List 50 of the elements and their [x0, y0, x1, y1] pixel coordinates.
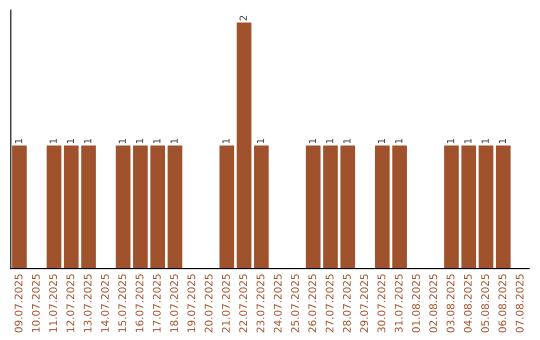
- data-label: 1: [170, 138, 178, 144]
- data-label: 1: [326, 138, 334, 144]
- data-label: 2: [240, 16, 247, 20]
- data-label: 1: [15, 138, 22, 144]
- data-label: 1: [222, 138, 230, 144]
- x-tick-label: 15.07.2025: [118, 274, 126, 332]
- x-tick-label: 30.07.2025: [377, 274, 386, 332]
- x-tick-label: 10.07.2025: [32, 274, 40, 332]
- x-tick-label: 04.08.2025: [464, 274, 472, 332]
- x-tick-label: 17.07.2025: [152, 274, 161, 332]
- data-label: 1: [464, 138, 472, 144]
- x-tick-label: 05.08.2025: [481, 274, 490, 332]
- x-tick-label: 13.07.2025: [84, 274, 92, 332]
- x-tick-label: 25.07.2025: [291, 274, 299, 332]
- x-tick-label: 07.08.2025: [516, 274, 524, 332]
- data-label: 1: [84, 138, 92, 144]
- x-tick-label: 20.07.2025: [204, 274, 213, 332]
- data-label: 1: [343, 138, 350, 144]
- x-tick-label: 31.07.2025: [394, 274, 403, 332]
- x-tick-label: 02.08.2025: [429, 274, 438, 332]
- x-tick-label: 06.08.2025: [498, 274, 506, 332]
- x-tick-label: 27.07.2025: [326, 274, 334, 332]
- data-label: 1: [136, 138, 144, 144]
- data-label: 1: [50, 138, 57, 144]
- x-tick-label: 14.07.2025: [100, 274, 109, 332]
- data-label: 1: [378, 138, 386, 144]
- x-tick-label: 03.08.2025: [446, 274, 454, 332]
- data-label: 1: [256, 138, 264, 144]
- x-tick-label: 19.07.2025: [187, 274, 196, 332]
- x-tick-label: 16.07.2025: [136, 274, 144, 332]
- x-tick-label: 26.07.2025: [308, 274, 316, 332]
- data-label: 1: [118, 138, 126, 144]
- x-tick-label: 23.07.2025: [256, 274, 264, 332]
- x-tick-label: 01.08.2025: [412, 274, 420, 332]
- x-tick-label: 21.07.2025: [222, 274, 230, 332]
- data-label: 1: [66, 138, 74, 144]
- x-tick-label: 29.07.2025: [360, 274, 368, 332]
- data-label: 1: [153, 138, 160, 144]
- data-label: 1: [308, 138, 316, 144]
- x-tick-label: 22.07.2025: [239, 274, 248, 332]
- data-label: 1: [482, 138, 489, 144]
- x-tick-label: 28.07.2025: [342, 274, 351, 332]
- x-tick-label: 24.07.2025: [274, 274, 282, 332]
- data-label: 1: [498, 138, 506, 144]
- x-tick-label: 09.07.2025: [14, 274, 22, 332]
- x-tick-label: 11.07.2025: [49, 274, 58, 332]
- x-tick-label: 12.07.2025: [66, 274, 74, 332]
- x-tick-label: 18.07.2025: [170, 274, 178, 332]
- data-label: 1: [447, 138, 454, 144]
- data-label: 1: [395, 138, 402, 144]
